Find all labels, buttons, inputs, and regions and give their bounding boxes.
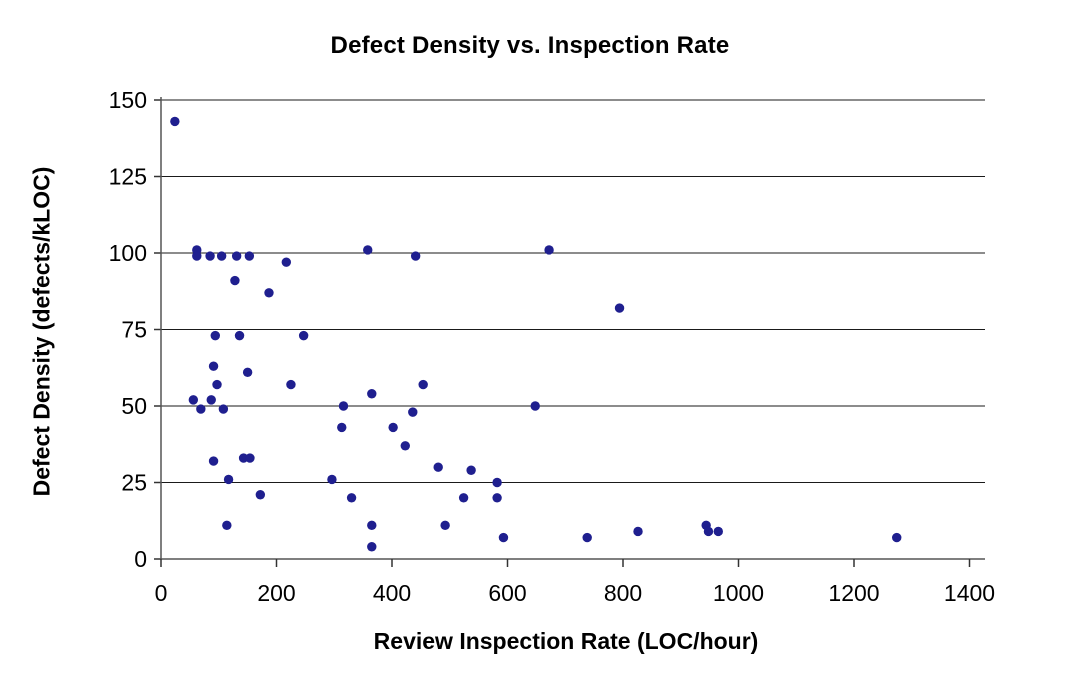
- x-tick-label-1000: 1000: [713, 580, 764, 606]
- data-point: [544, 245, 554, 255]
- y-tick-label-150: 150: [109, 87, 147, 113]
- data-point: [410, 251, 421, 261]
- data-point: [327, 474, 337, 485]
- data-point: [458, 493, 469, 503]
- data-point: [633, 526, 643, 537]
- data-point: [338, 401, 349, 411]
- data-point: [255, 490, 266, 500]
- data-point: [433, 462, 443, 472]
- data-point: [713, 526, 723, 537]
- data-point: [234, 330, 245, 341]
- data-point: [367, 389, 377, 399]
- x-tick-label-1200: 1200: [828, 580, 879, 606]
- x-tick-label-800: 800: [604, 580, 642, 606]
- data-point: [242, 367, 253, 378]
- x-tick-label-1400: 1400: [944, 580, 995, 606]
- data-point: [218, 404, 229, 414]
- data-point: [337, 422, 347, 433]
- x-tick-label-600: 600: [488, 580, 526, 606]
- data-point: [205, 251, 215, 261]
- data-point: [208, 456, 219, 466]
- y-axis-title: Defect Density (defects/kLOC): [28, 166, 55, 497]
- data-point: [346, 493, 357, 503]
- data-point: [492, 477, 502, 488]
- data-point: [244, 251, 255, 261]
- data-point: [582, 532, 592, 543]
- data-point: [188, 395, 199, 405]
- data-point: [170, 116, 180, 127]
- data-point: [245, 453, 255, 463]
- data-point: [363, 245, 373, 255]
- y-tick-label-50: 50: [121, 393, 147, 419]
- data-point: [298, 330, 309, 341]
- data-point: [208, 361, 219, 371]
- data-point: [388, 422, 398, 433]
- data-point: [466, 465, 476, 475]
- data-point: [418, 379, 428, 390]
- y-tick-label-75: 75: [121, 317, 147, 343]
- y-tick-label-25: 25: [121, 470, 147, 496]
- data-point: [286, 379, 296, 390]
- y-tick-label-0: 0: [134, 546, 147, 572]
- data-point: [440, 520, 450, 531]
- data-point: [192, 251, 202, 261]
- data-point: [492, 493, 502, 503]
- data-point: [498, 532, 509, 543]
- y-tick-label-125: 125: [109, 164, 147, 190]
- data-point: [400, 441, 410, 451]
- data-point: [231, 251, 242, 261]
- chart-title: Defect Density vs. Inspection Rate: [330, 32, 730, 59]
- x-tick-label-400: 400: [373, 580, 411, 606]
- data-point: [281, 257, 292, 267]
- data-point: [230, 275, 240, 286]
- x-axis-title: Review Inspection Rate (LOC/hour): [373, 628, 759, 654]
- x-tick-label-0: 0: [155, 580, 168, 606]
- data-point: [614, 303, 625, 313]
- data-point: [210, 330, 220, 341]
- data-point: [212, 379, 222, 390]
- y-tick-label-100: 100: [109, 240, 147, 266]
- data-point: [408, 407, 418, 417]
- data-point: [196, 404, 206, 414]
- data-point: [223, 474, 234, 485]
- data-point: [892, 532, 902, 543]
- data-point: [206, 395, 216, 405]
- data-point: [367, 520, 377, 531]
- data-point: [264, 288, 274, 298]
- data-point: [216, 251, 227, 261]
- data-point: [222, 520, 232, 531]
- data-point: [530, 401, 540, 411]
- data-point: [703, 526, 714, 537]
- data-point: [367, 542, 377, 552]
- x-tick-label-200: 200: [257, 580, 295, 606]
